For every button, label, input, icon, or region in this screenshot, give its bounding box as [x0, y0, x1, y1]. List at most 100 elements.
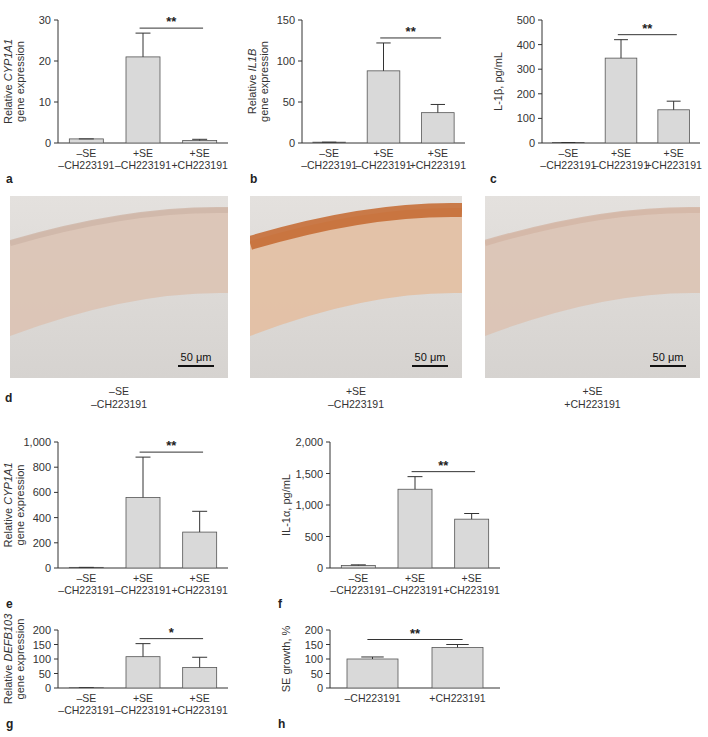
category-label: –SE–CH223191	[58, 572, 114, 596]
error-stem	[143, 457, 144, 497]
category-line: –CH223191	[540, 159, 596, 171]
y-tick-label: 10	[39, 96, 51, 108]
error-cap	[431, 104, 445, 105]
y-tick-label: 100	[305, 653, 323, 665]
chart-panel: 02004006008001,000–SE–CH223191+SE–CH2231…	[2, 436, 228, 611]
y-tick-label: 20	[39, 55, 51, 67]
bar	[367, 71, 400, 143]
y-axis	[542, 20, 543, 143]
y-tick-label: 400	[517, 39, 535, 51]
label-word: IL-1α,	[280, 508, 292, 536]
y-tick	[54, 442, 58, 443]
caption-line: +SE	[582, 385, 602, 397]
category-label: –SE–CH223191	[58, 147, 114, 171]
error-stem	[143, 644, 144, 657]
category-line: +SE	[190, 692, 210, 704]
category-line: +CH223191	[171, 159, 227, 171]
category-line: +SE	[373, 147, 393, 159]
bar	[341, 565, 375, 568]
y-tick-label: 150	[33, 639, 51, 651]
significance-label: **	[406, 24, 417, 39]
y-tick-label: 500	[305, 531, 323, 543]
category-line: –SE	[76, 572, 96, 584]
y-tick-label: 1,500	[295, 468, 323, 480]
bar	[347, 659, 398, 688]
label-word: CYP1A1	[2, 39, 14, 84]
y-tick-label: 0	[317, 562, 323, 574]
image-background	[250, 196, 462, 378]
category-label: +SE+CH223191	[645, 147, 701, 171]
chart-panel: 050100150200–SE–CH223191+SE–CH223191+SE+…	[2, 613, 228, 731]
category-line: +CH223191	[171, 704, 227, 716]
category-label: –CH223191	[344, 692, 400, 704]
y-tick-label: 30	[39, 14, 51, 26]
y-tick	[326, 630, 330, 631]
y-tick	[54, 542, 58, 543]
error-bar	[79, 138, 94, 139]
y-tick	[298, 102, 302, 103]
error-stem	[415, 477, 416, 490]
error-bar	[351, 564, 366, 566]
panel-label: b	[250, 172, 257, 186]
error-cap	[79, 138, 94, 139]
panel-label: a	[6, 172, 13, 186]
y-tick-label: 0	[45, 137, 51, 149]
error-stem	[673, 101, 674, 110]
error-cap	[192, 511, 207, 512]
error-cap	[361, 656, 383, 657]
bar	[313, 142, 346, 143]
category-line: –CH223191	[387, 584, 443, 596]
error-cap	[561, 142, 575, 143]
significance-label: **	[642, 21, 653, 36]
scale-bar	[178, 365, 214, 367]
bar	[126, 497, 160, 568]
category-label: +SE+CH223191	[410, 147, 466, 171]
y-tick-label: 50	[311, 668, 323, 680]
y-tick-label: 1,000	[295, 499, 323, 511]
significance-label: **	[166, 438, 177, 453]
label-word: expression	[14, 41, 26, 97]
bar	[69, 139, 103, 143]
category-line: –SE	[348, 572, 368, 584]
scale-bar-label: 50 μm	[181, 351, 212, 363]
y-tick	[54, 673, 58, 674]
error-cap	[667, 101, 681, 102]
error-bar	[136, 457, 151, 497]
category-line: +SE	[428, 147, 448, 159]
category-line: –SE	[319, 147, 339, 159]
y-axis-label: gene expression	[258, 41, 270, 122]
error-bar	[614, 40, 628, 58]
error-cap	[464, 513, 479, 514]
plot-area	[341, 477, 488, 568]
image-caption: +SE+CH223191	[564, 385, 620, 410]
panel-label: h	[278, 717, 285, 731]
error-bar	[667, 101, 681, 110]
label-word: expression	[258, 41, 270, 97]
y-tick-label: 2,000	[295, 436, 323, 448]
y-tick	[54, 517, 58, 518]
y-tick	[298, 20, 302, 21]
chart-panel: 0 500 1,000 1,500 2,000 –SE–CH223191 +SE –CH223…	[278, 436, 500, 611]
category-label: +SE–CH223191	[355, 147, 411, 171]
y-tick	[538, 93, 542, 94]
y-tick	[538, 118, 542, 119]
histology-image: 50 μm–SE–CH223191	[10, 196, 228, 410]
category-line: +SE	[133, 692, 153, 704]
label-word: gene	[14, 97, 26, 121]
category-line: –CH223191	[58, 159, 114, 171]
y-tick	[326, 688, 330, 689]
y-tick	[298, 61, 302, 62]
y-tick	[54, 688, 58, 689]
error-cap	[136, 33, 151, 34]
y-axis-label: Relative DEFB103	[2, 613, 14, 704]
error-cap	[136, 457, 151, 458]
error-cap	[192, 657, 207, 658]
category-line: +SE	[462, 572, 482, 584]
category-line: –CH223191	[58, 584, 114, 596]
category-line: +SE	[133, 572, 153, 584]
category-label: –SE–CH223191	[330, 572, 386, 596]
y-axis-label: IL-1α, pg/mL	[280, 474, 292, 536]
y-tick	[538, 143, 542, 144]
label-word: gene	[258, 97, 270, 121]
y-tick-label: 600	[33, 486, 51, 498]
